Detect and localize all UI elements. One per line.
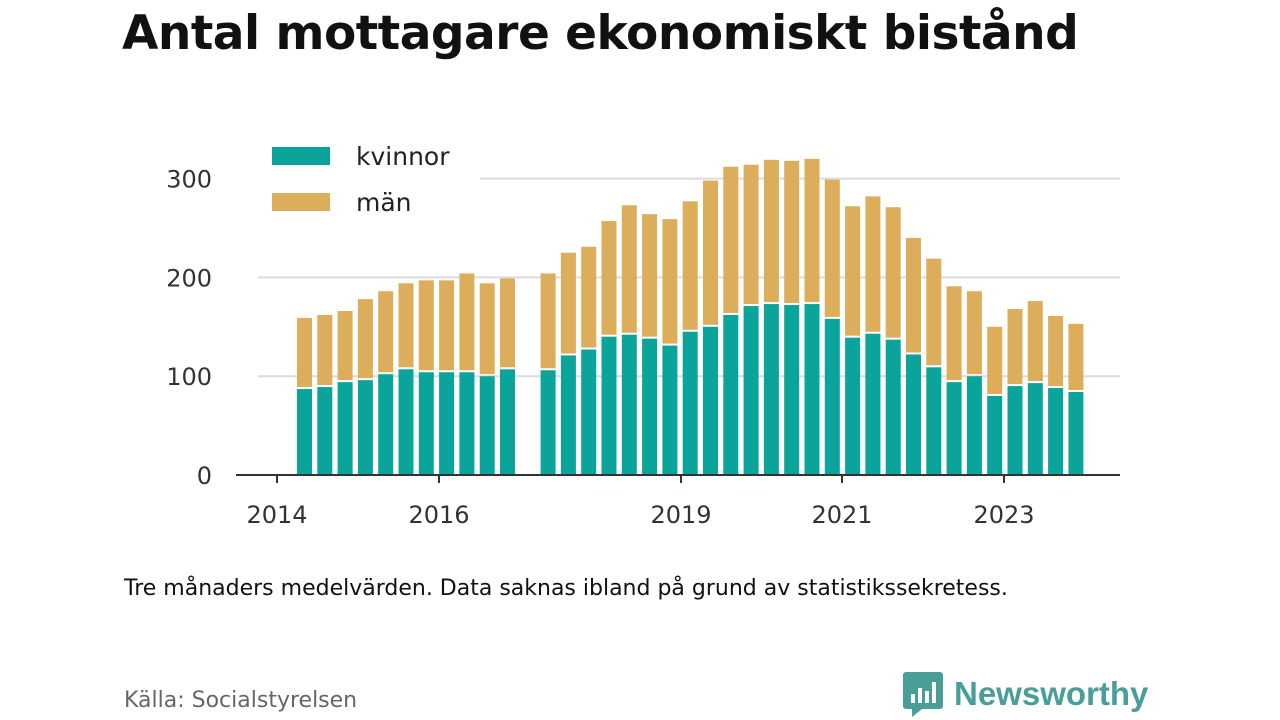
bar-kvinnor (824, 318, 840, 475)
bar-kvinnor (1027, 383, 1043, 475)
bar-kvinnor (1068, 392, 1084, 475)
y-tick-label: 200 (166, 264, 212, 292)
bar-man (784, 160, 800, 304)
bar-kvinnor (500, 369, 515, 475)
source-text: Källa: Socialstyrelsen (124, 688, 358, 713)
bar-kvinnor (763, 304, 779, 475)
bar-kvinnor (682, 331, 698, 475)
bar-man (642, 214, 658, 337)
bar-man (1007, 309, 1023, 385)
bar-man (926, 258, 942, 366)
newsworthy-logo-icon (903, 672, 943, 717)
bar-kvinnor (601, 336, 617, 475)
bar-man (357, 299, 373, 379)
bar-kvinnor (784, 305, 800, 475)
bar-kvinnor (479, 376, 495, 475)
bar-kvinnor (398, 369, 414, 475)
bar-kvinnor (804, 304, 820, 475)
legend-label: män (356, 188, 412, 217)
bar-man (804, 158, 820, 303)
bar-kvinnor (845, 337, 861, 475)
bar-man (723, 166, 739, 313)
chart-title: Antal mottagare ekonomiskt bistånd (122, 6, 1079, 61)
stacked-bar-chart: 0 100 200 300 2014 2016 2019 2021 2023 kvinnor mä… (166, 137, 1120, 529)
bar-kvinnor (560, 355, 576, 475)
bar-man (682, 201, 698, 330)
bar-kvinnor (439, 372, 455, 475)
bar-man (987, 326, 1003, 394)
bar-kvinnor (297, 389, 312, 475)
bar-kvinnor (987, 395, 1003, 475)
bar-kvinnor (906, 354, 921, 475)
bar-man (885, 207, 901, 338)
bar-kvinnor (378, 374, 394, 475)
bar-kvinnor (540, 370, 556, 475)
bar-man (601, 221, 617, 335)
bar-kvinnor (642, 338, 658, 475)
bar-kvinnor (865, 333, 881, 475)
y-tick-label: 100 (166, 363, 212, 391)
bar-man (1027, 301, 1043, 382)
bar-kvinnor (1048, 388, 1064, 475)
bar-kvinnor (459, 372, 475, 475)
y-tick-label: 300 (166, 166, 212, 194)
bar-man (662, 219, 678, 344)
bar-man (398, 283, 414, 368)
bar-man (966, 291, 982, 375)
legend-swatch (272, 193, 330, 211)
legend-swatch (272, 147, 330, 165)
bar-man (946, 286, 962, 381)
bar-kvinnor (703, 326, 718, 475)
bar-man (1068, 323, 1084, 391)
bar-man (621, 205, 637, 333)
x-tick-label: 2021 (811, 501, 872, 529)
bar-kvinnor (723, 314, 739, 475)
bar-kvinnor (926, 367, 942, 475)
bar-kvinnor (662, 345, 678, 475)
bar-kvinnor (418, 372, 434, 475)
x-tick-label: 2019 (650, 501, 711, 529)
x-tick-label: 2023 (973, 501, 1034, 529)
bar-kvinnor (743, 306, 759, 475)
brand-logo: Newsworthy (902, 670, 1148, 718)
bar-kvinnor (317, 387, 333, 475)
bar-man (763, 159, 779, 303)
bar-man (418, 280, 434, 371)
bar-kvinnor (337, 382, 353, 475)
bar-man (500, 278, 515, 368)
legend-label: kvinnor (356, 142, 450, 171)
bar-man (743, 164, 759, 305)
legend: kvinnor män (258, 137, 480, 225)
bar-man (865, 196, 881, 332)
x-tick-label: 2016 (408, 501, 469, 529)
bar-man (297, 317, 312, 388)
x-tick-label: 2014 (246, 501, 307, 529)
bar-kvinnor (966, 376, 982, 475)
y-tick-label: 0 (197, 462, 212, 490)
bar-man (479, 283, 495, 375)
brand-name: Newsworthy (954, 675, 1149, 712)
bar-man (378, 291, 394, 373)
bar-kvinnor (621, 334, 637, 475)
bar-man (845, 206, 861, 336)
bar-man (459, 273, 475, 371)
bar-kvinnor (357, 380, 373, 475)
bar-kvinnor (946, 382, 962, 475)
bar-man (703, 180, 718, 325)
bar-man (317, 314, 333, 386)
bar-kvinnor (885, 339, 901, 475)
bar-man (337, 310, 353, 381)
bar-man (581, 246, 597, 348)
bars (297, 158, 1084, 475)
bar-man (439, 280, 455, 371)
bar-man (824, 179, 840, 317)
chart-note: Tre månaders medelvärden. Data saknas ib… (124, 576, 1008, 601)
bar-kvinnor (1007, 386, 1023, 475)
bar-man (1048, 315, 1064, 387)
bar-man (560, 252, 576, 354)
bar-man (906, 237, 921, 353)
bar-kvinnor (581, 349, 597, 475)
bar-man (540, 273, 556, 369)
axes: 0 100 200 300 2014 2016 2019 2021 2023 (166, 166, 1120, 529)
